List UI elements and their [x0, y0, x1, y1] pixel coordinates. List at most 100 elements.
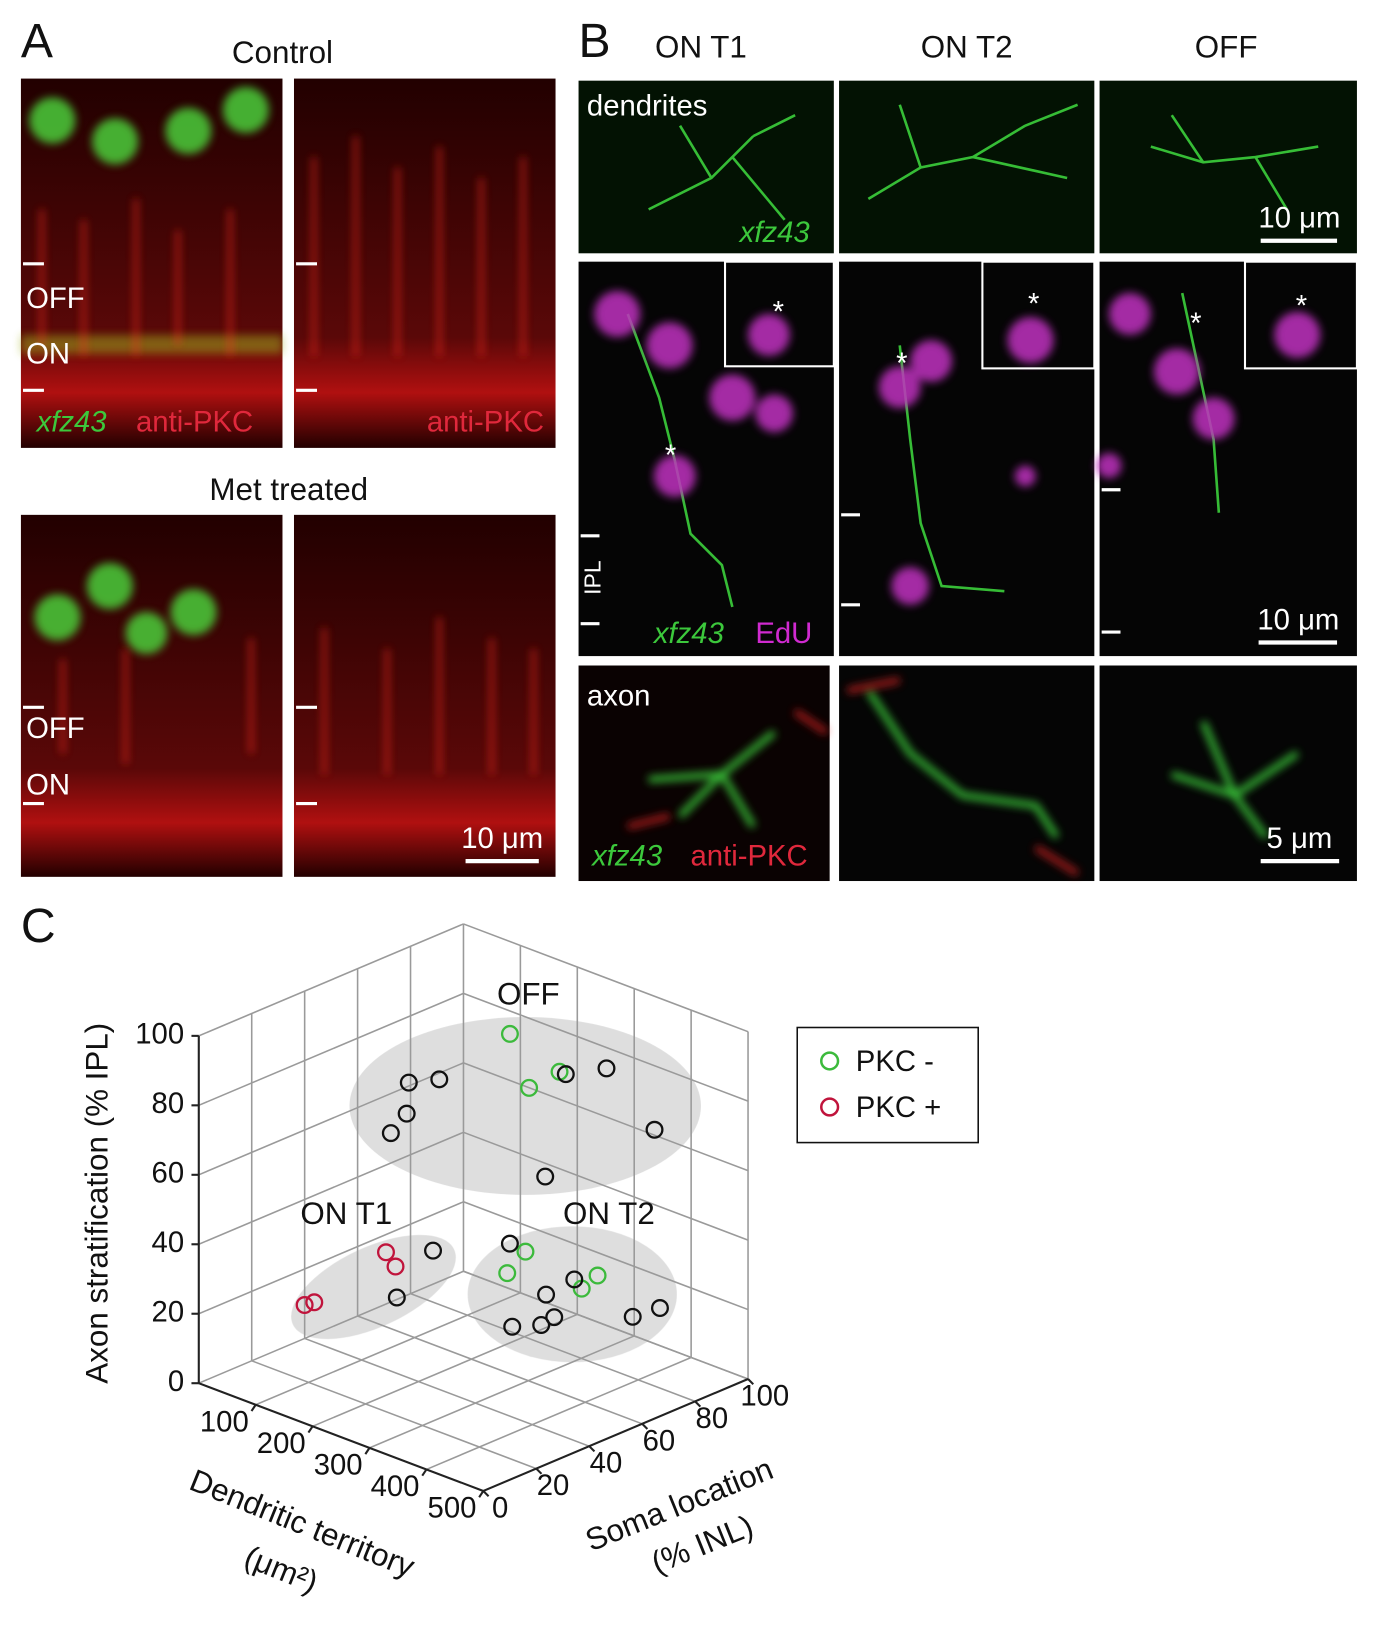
- grid-line: [410, 1292, 696, 1403]
- cluster-label: ON T1: [300, 1196, 392, 1231]
- stain-label: xfz43: [738, 216, 811, 249]
- data-point: [381, 1124, 400, 1143]
- stain-label: xfz43: [590, 840, 663, 873]
- stain-label: anti-PKC: [427, 406, 544, 439]
- scale-bar-label: 10 μm: [461, 822, 543, 855]
- stain-label: EdU: [755, 617, 812, 650]
- asterisk: *: [665, 439, 676, 472]
- z-tick-label: 20: [152, 1295, 185, 1328]
- grid-line: [463, 1062, 749, 1172]
- panel-label: B: [579, 14, 611, 68]
- legend-marker: [820, 1097, 840, 1117]
- data-point: [295, 1296, 314, 1315]
- panel-title: Met treated: [209, 472, 368, 507]
- grid-line: [312, 1313, 578, 1428]
- grid-line: [463, 992, 749, 1102]
- data-point: [556, 1065, 575, 1084]
- grid-line: [463, 923, 749, 1033]
- panel-title: Control: [232, 35, 333, 70]
- stain-label: xfz43: [652, 617, 725, 650]
- z-tick-label: 80: [152, 1087, 185, 1120]
- grid-line: [369, 1335, 635, 1449]
- asterisk: *: [896, 347, 907, 380]
- grid-line: [198, 1270, 464, 1384]
- y-tick-label: 20: [537, 1469, 570, 1502]
- tick-mark: [535, 1467, 543, 1475]
- column-title: ON T1: [655, 30, 747, 65]
- cluster-label: ON T2: [563, 1196, 655, 1231]
- data-point: [376, 1243, 395, 1262]
- asterisk: *: [1296, 289, 1307, 322]
- z-axis-label: Axon stratification (% IPL): [80, 1023, 115, 1384]
- z-tick-label: 60: [152, 1157, 185, 1190]
- row-label: dendrites: [587, 90, 707, 123]
- y-tick-label: 40: [590, 1447, 623, 1480]
- tick-mark: [588, 1445, 596, 1453]
- x-axis-label: (μm²): [240, 1539, 323, 1600]
- panel-label: C: [21, 899, 56, 953]
- micrograph: [20, 78, 556, 877]
- data-point: [503, 1317, 522, 1336]
- data-point: [645, 1120, 664, 1139]
- ipl-label: IPL: [579, 560, 605, 595]
- data-point: [520, 1078, 539, 1097]
- tick-mark: [307, 1425, 314, 1434]
- asterisk: *: [1028, 287, 1039, 320]
- data-point: [498, 1264, 517, 1283]
- legend-label: PKC -: [856, 1045, 934, 1078]
- data-point: [430, 1070, 449, 1089]
- grid-line: [463, 1270, 749, 1380]
- grid-line: [251, 1360, 537, 1470]
- grid-line: [255, 1292, 521, 1406]
- y-tick-label: 80: [696, 1402, 729, 1435]
- z-tick-label: 40: [152, 1226, 185, 1259]
- tick-mark: [641, 1423, 649, 1430]
- column-title: ON T2: [921, 30, 1013, 65]
- tick-mark: [250, 1404, 257, 1412]
- data-point: [545, 1308, 564, 1327]
- grid-line: [198, 1201, 464, 1315]
- data-point: [397, 1104, 416, 1123]
- z-tick-label: 100: [135, 1018, 184, 1051]
- y-tick-label: 0: [492, 1492, 508, 1525]
- micrograph: [578, 80, 1358, 882]
- column-title: OFF: [1195, 30, 1258, 65]
- data-point: [588, 1266, 607, 1285]
- legend-marker: [820, 1051, 840, 1071]
- grid-line: [357, 1315, 643, 1425]
- tick-mark: [694, 1400, 702, 1408]
- data-point: [387, 1288, 406, 1307]
- stain-label: anti-PKC: [136, 406, 253, 439]
- data-point: [386, 1257, 405, 1276]
- data-point: [532, 1315, 551, 1334]
- data-point: [516, 1242, 535, 1261]
- scale-bar-label: 10 μm: [1258, 202, 1340, 235]
- x-tick-label: 400: [371, 1470, 420, 1503]
- stain-label: anti-PKC: [691, 840, 808, 873]
- layer-label: OFF: [26, 712, 85, 745]
- scale-bar-label: 10 μm: [1257, 603, 1339, 636]
- data-point: [536, 1167, 555, 1186]
- data-point: [565, 1270, 584, 1289]
- x-tick-label: 300: [314, 1448, 363, 1481]
- grid-line: [198, 992, 464, 1107]
- layer-label: ON: [26, 769, 70, 802]
- grid-line: [198, 923, 464, 1037]
- data-point: [650, 1299, 669, 1318]
- grid-line: [463, 1131, 749, 1241]
- grid-line: [198, 1062, 464, 1176]
- axis-line: [198, 1382, 484, 1492]
- tick-mark: [747, 1378, 755, 1385]
- data-point: [537, 1285, 556, 1304]
- y-tick-label: 60: [643, 1424, 676, 1457]
- row-label: axon: [587, 680, 651, 713]
- z-tick-label: 0: [168, 1365, 184, 1398]
- panel-label: A: [21, 14, 53, 68]
- asterisk: *: [1190, 307, 1201, 340]
- data-point: [399, 1073, 418, 1092]
- layer-label: OFF: [26, 282, 85, 315]
- legend-label: PKC +: [856, 1091, 941, 1124]
- x-tick-label: 500: [428, 1492, 477, 1525]
- data-point: [305, 1293, 324, 1312]
